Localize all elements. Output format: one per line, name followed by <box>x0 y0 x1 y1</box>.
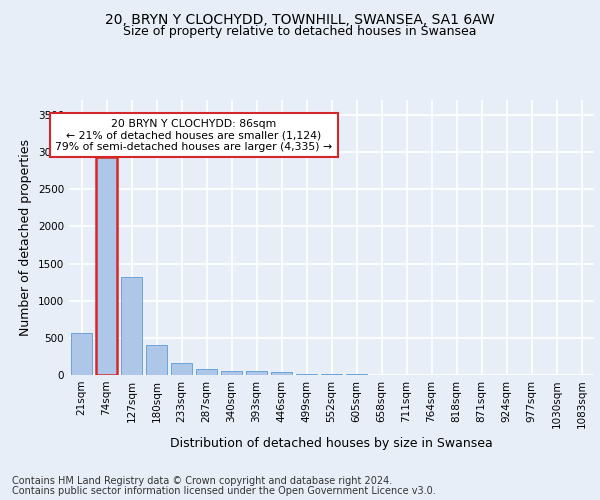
Bar <box>71 332 92 375</box>
Text: 20 BRYN Y CLOCHYDD: 86sqm
← 21% of detached houses are smaller (1,124)
79% of se: 20 BRYN Y CLOCHYDD: 86sqm ← 21% of detac… <box>55 118 332 152</box>
Bar <box>196 369 217 375</box>
Text: 20, BRYN Y CLOCHYDD, TOWNHILL, SWANSEA, SA1 6AW: 20, BRYN Y CLOCHYDD, TOWNHILL, SWANSEA, … <box>105 12 495 26</box>
Bar <box>346 374 367 375</box>
Bar <box>221 371 242 375</box>
Text: Contains public sector information licensed under the Open Government Licence v3: Contains public sector information licen… <box>12 486 436 496</box>
X-axis label: Distribution of detached houses by size in Swansea: Distribution of detached houses by size … <box>170 437 493 450</box>
Bar <box>171 364 192 375</box>
Bar <box>146 344 167 375</box>
Bar <box>321 374 342 375</box>
Y-axis label: Number of detached properties: Number of detached properties <box>19 139 32 336</box>
Text: Size of property relative to detached houses in Swansea: Size of property relative to detached ho… <box>123 25 477 38</box>
Bar <box>246 372 267 375</box>
Bar <box>296 374 317 375</box>
Bar <box>96 157 117 375</box>
Text: Contains HM Land Registry data © Crown copyright and database right 2024.: Contains HM Land Registry data © Crown c… <box>12 476 392 486</box>
Bar <box>121 277 142 375</box>
Bar <box>271 372 292 375</box>
